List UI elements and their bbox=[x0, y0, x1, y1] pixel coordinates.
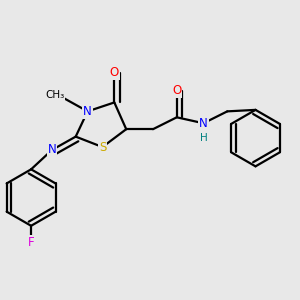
Text: O: O bbox=[172, 84, 182, 97]
Text: N: N bbox=[83, 105, 92, 118]
Text: F: F bbox=[28, 236, 34, 249]
Text: H: H bbox=[200, 133, 207, 142]
Text: CH₃: CH₃ bbox=[45, 90, 64, 100]
Text: S: S bbox=[99, 140, 106, 154]
Text: N: N bbox=[199, 117, 208, 130]
Text: N: N bbox=[47, 143, 56, 157]
Text: O: O bbox=[110, 66, 119, 79]
